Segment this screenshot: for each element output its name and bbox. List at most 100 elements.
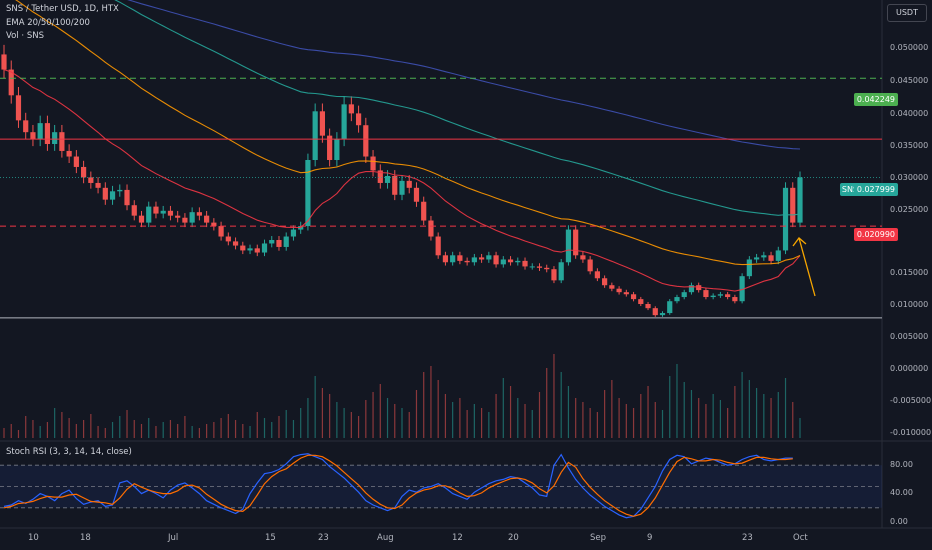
volume-bar: [285, 410, 287, 438]
volume-bar: [582, 402, 584, 438]
ema-100-line: [114, 0, 801, 216]
volume-bar: [83, 420, 85, 438]
candle-body: [522, 260, 528, 267]
candle-body: [413, 187, 420, 202]
candle-body: [717, 294, 723, 296]
candle-body: [739, 276, 745, 302]
volume-bar: [661, 410, 664, 438]
red-level-tag: 0.020990: [853, 228, 898, 241]
candle-body: [363, 125, 369, 157]
stoch-d-line: [3, 454, 793, 517]
volume-bar: [473, 404, 475, 438]
volume-bar: [408, 412, 410, 438]
price-axis-tick: 0.015000: [890, 268, 929, 277]
volume-bar: [386, 398, 389, 438]
candle-body: [218, 226, 224, 237]
stoch-axis-tick: 80.00: [890, 460, 913, 469]
candle-body: [102, 187, 108, 200]
candle-body: [602, 278, 608, 286]
candle-body: [392, 176, 398, 195]
volume-bar: [292, 420, 295, 438]
volume-bar: [481, 408, 483, 438]
volume-bar: [777, 392, 779, 438]
volume-bar: [126, 410, 128, 438]
volume-bar: [589, 408, 591, 438]
candle-body: [370, 156, 376, 171]
candle-body: [327, 135, 333, 160]
volume-bar: [10, 424, 12, 438]
volume-bar: [271, 422, 273, 438]
volume-bar: [727, 408, 729, 438]
stoch-axis-tick: 0.00: [890, 517, 908, 526]
ema-legend[interactable]: EMA 20/50/100/200: [6, 18, 90, 28]
price-axis-tick: 0.050000: [890, 43, 929, 52]
candle-body: [565, 229, 572, 263]
volume-bar: [502, 378, 504, 438]
volume-bar: [3, 428, 5, 438]
candle-body: [507, 259, 514, 263]
volume-bar: [162, 422, 164, 438]
volume-bar: [184, 416, 186, 438]
volume-bar: [307, 398, 309, 438]
time-axis-tick: 23: [318, 533, 329, 543]
volume-axis-tick: 0.005000: [890, 332, 929, 341]
candle-body: [630, 294, 637, 300]
candle-body: [486, 255, 492, 260]
candle-body: [59, 132, 65, 151]
volume-bar: [640, 394, 642, 438]
volume-axis-tick: -0.010000: [890, 428, 932, 437]
volume-bar: [140, 424, 143, 438]
candle-body: [196, 212, 202, 216]
volume-bar: [394, 404, 396, 438]
candle-body: [529, 266, 535, 268]
price-axis-tick: 0.040000: [890, 109, 929, 118]
volume-legend[interactable]: Vol · SNS: [6, 31, 44, 41]
volume-bar: [683, 382, 685, 438]
volume-bar: [799, 418, 801, 438]
candle-body: [15, 95, 22, 121]
stoch-k-line: [3, 453, 793, 519]
candle-body: [232, 241, 239, 246]
volume-bar: [466, 410, 468, 438]
volume-bar: [249, 426, 251, 438]
candle-body: [52, 132, 58, 144]
candle-body: [66, 150, 72, 157]
symbol-title[interactable]: SNS / Tether USD, 1D, HTX: [6, 4, 119, 14]
volume-bar: [792, 402, 794, 438]
volume-bar: [611, 380, 613, 438]
volume-bar: [365, 400, 367, 438]
volume-bar: [524, 404, 526, 438]
time-axis-tick: 23: [742, 533, 753, 543]
candle-body: [23, 120, 29, 133]
candle-body: [768, 255, 774, 261]
candle-body: [384, 176, 391, 183]
currency-button[interactable]: USDT: [887, 4, 927, 22]
candle-body: [464, 260, 470, 263]
volume-bar: [698, 398, 700, 438]
price-axis-tick: 0.010000: [890, 300, 929, 309]
candle-body: [225, 236, 231, 242]
price-axis-tick: 0.030000: [890, 173, 929, 182]
time-axis-tick: Sep: [590, 533, 607, 543]
volume-bar: [712, 394, 714, 438]
volume-bar: [25, 416, 27, 438]
stoch-rsi-legend[interactable]: Stoch RSI (3, 3, 14, 14, close): [6, 447, 132, 457]
candle-body: [377, 170, 383, 183]
candle-body: [782, 187, 789, 251]
candle-body: [175, 215, 181, 218]
candle-body: [652, 308, 658, 316]
volume-bar: [415, 390, 418, 438]
volume-bar: [220, 418, 222, 438]
candle-body: [421, 201, 427, 221]
candle-body: [500, 259, 506, 265]
candle-body: [797, 177, 803, 223]
time-axis-tick: Jul: [168, 533, 179, 543]
volume-bar: [61, 412, 63, 438]
volume-bar: [596, 412, 598, 438]
time-axis-tick: 9: [647, 533, 653, 543]
candle-body: [1, 54, 7, 70]
volume-bar: [755, 388, 758, 438]
volume-bar: [618, 398, 620, 438]
volume-bar: [357, 416, 360, 438]
